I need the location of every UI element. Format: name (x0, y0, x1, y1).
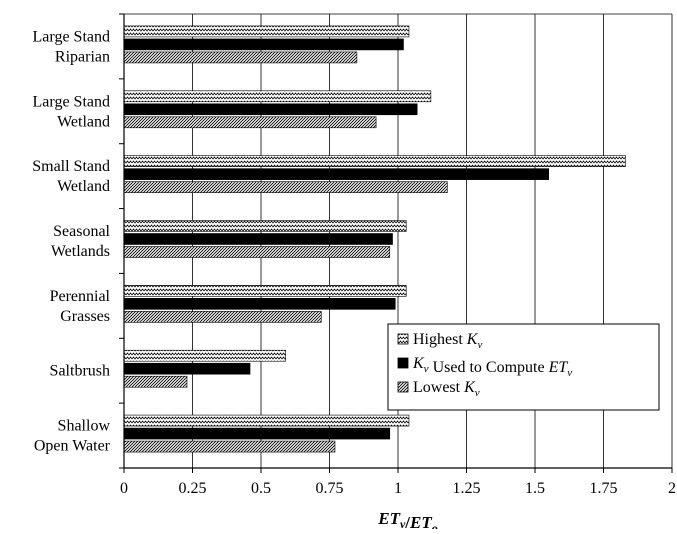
legend-label: Highest Kv (413, 331, 482, 351)
bar-diagonal (123, 246, 391, 258)
x-tick-label: 0.75 (316, 480, 344, 497)
category-label: Large Stand Wetland (33, 93, 110, 130)
x-tick-label: 2 (668, 480, 676, 497)
bar-diagonal (123, 116, 377, 129)
x-tick-labels: 0 0.25 0.5 0.75 1 1.25 1.5 1.75 2 (120, 480, 676, 497)
legend-label: Lowest Kv (413, 379, 480, 399)
bar-zigzag (123, 25, 410, 38)
bar-diagonal (123, 181, 448, 193)
bar-diagonal (123, 311, 322, 323)
bar-zigzag (123, 349, 286, 362)
category-label: Seasonal Wetlands (51, 223, 111, 260)
x-tick-label: 1.5 (525, 480, 545, 497)
bar-diagonal (123, 375, 188, 388)
bar-zigzag (123, 155, 626, 167)
category-label: Perennial Grasses (50, 288, 111, 325)
legend-label: Kv Used to Compute ETv (412, 355, 572, 379)
x-axis-title: ETv/ETo (377, 509, 438, 534)
bar-zigzag (123, 90, 432, 103)
bar-solid (123, 38, 404, 51)
x-tick-label: 0.5 (251, 480, 271, 497)
category-label: Shallow Open Water (34, 418, 111, 455)
grid-lines (124, 13, 673, 468)
bar-zigzag (123, 285, 407, 297)
bar-solid (123, 168, 550, 180)
axes (119, 13, 673, 473)
bar-diagonal (123, 440, 336, 453)
bar-zigzag (123, 414, 410, 427)
legend-swatch-diagonal (397, 381, 409, 393)
x-tick-label: 1.75 (590, 480, 618, 497)
bar-solid (123, 427, 391, 440)
bar-solid (123, 362, 251, 375)
category-label: Large Stand Riparian (33, 28, 110, 65)
bar-solid (123, 233, 393, 245)
bar-solid (123, 103, 418, 116)
legend-swatch-zigzag (397, 333, 409, 345)
legend-box (387, 323, 660, 411)
x-tick-label: 0.25 (179, 480, 207, 497)
bar-zigzag (123, 220, 407, 232)
x-tick-label: 1 (394, 480, 402, 497)
x-tick-label: 0 (120, 480, 128, 497)
category-label: Small Stand Wetland (32, 158, 110, 195)
category-label: Saltbrush (50, 363, 110, 380)
bar-solid (123, 298, 396, 310)
bar-diagonal (123, 51, 358, 64)
x-tick-label: 1.25 (453, 480, 481, 497)
x-axis-label: ETv/ETo (377, 509, 438, 529)
category-labels: Large Stand Riparian Large Stand Wetland Sma… (32, 28, 110, 454)
legend-swatch-solid (397, 357, 409, 369)
